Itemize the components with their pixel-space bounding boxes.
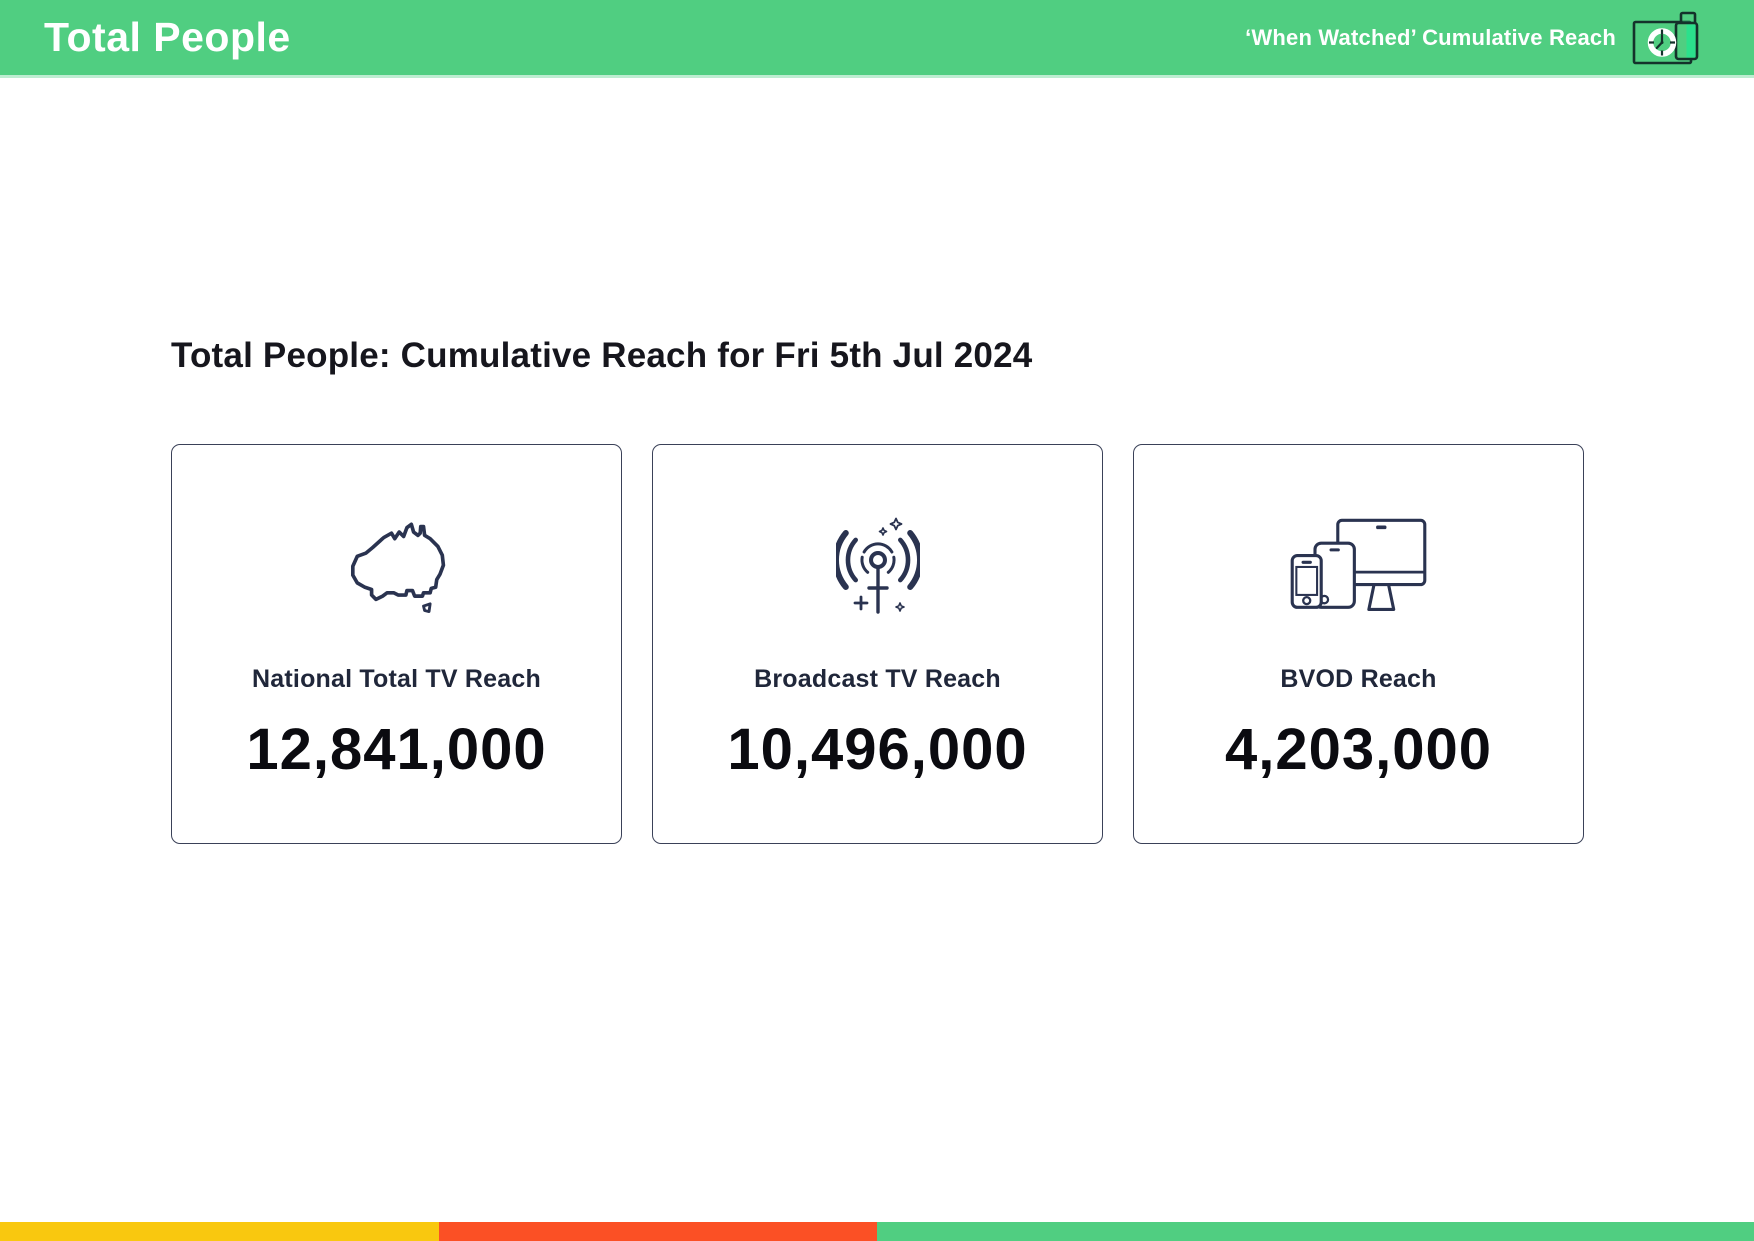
section-heading: Total People: Cumulative Reach for Fri 5… — [171, 336, 1033, 375]
card-value: 12,841,000 — [246, 717, 547, 782]
card-bvod-reach: BVOD Reach 4,203,000 — [1133, 444, 1584, 844]
page-title: Total People — [44, 14, 291, 60]
schedule-clock-icon — [1632, 9, 1708, 67]
card-label: National Total TV Reach — [252, 665, 541, 693]
footer-color-bar — [0, 1222, 1754, 1241]
australia-map-icon — [346, 515, 448, 621]
card-label: BVOD Reach — [1280, 665, 1437, 693]
footer-segment-yellow — [0, 1222, 439, 1241]
multi-device-icon — [1286, 515, 1431, 621]
report-subtitle: ‘When Watched’ Cumulative Reach — [1245, 24, 1616, 50]
kpi-cards-row: National Total TV Reach 12,841,000 — [171, 444, 1584, 844]
card-value: 4,203,000 — [1224, 717, 1493, 782]
footer-segment-red — [438, 1222, 877, 1241]
footer-segment-green — [877, 1222, 1754, 1241]
card-broadcast-tv-reach: Broadcast TV Reach 10,496,000 — [652, 444, 1103, 844]
card-value: 10,496,000 — [727, 717, 1028, 782]
header-right-group: ‘When Watched’ Cumulative Reach — [1245, 9, 1708, 67]
card-label: Broadcast TV Reach — [754, 665, 1001, 693]
broadcast-tower-icon — [835, 515, 920, 621]
app-header: Total People ‘When Watched’ Cumulative R… — [0, 0, 1754, 78]
card-national-total-tv-reach: National Total TV Reach 12,841,000 — [171, 444, 622, 844]
